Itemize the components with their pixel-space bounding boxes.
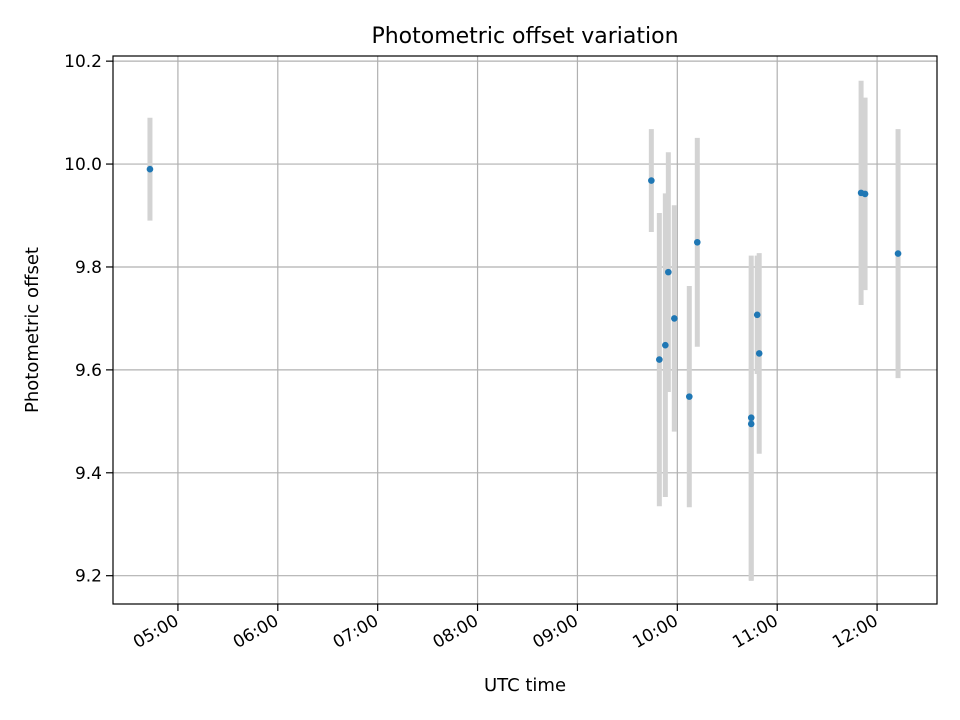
- plot-frame: [112, 55, 938, 605]
- data-point: [747, 420, 755, 428]
- data-point: [662, 341, 669, 349]
- y-axis-label: Photometric offset: [22, 247, 43, 413]
- data-point: [648, 177, 655, 184]
- data-point: [753, 311, 761, 319]
- data-point: [693, 238, 701, 246]
- data-point: [146, 165, 154, 173]
- y-tick-label: 9.6: [75, 361, 102, 381]
- data-points: [146, 165, 902, 428]
- y-tick-label: 9.2: [75, 567, 102, 587]
- y-tick-label: 9.8: [75, 258, 102, 278]
- x-axis-label: UTC time: [484, 675, 566, 696]
- grid: [113, 56, 937, 604]
- data-point: [665, 268, 672, 276]
- data-point: [755, 350, 763, 357]
- y-tick-label: 9.4: [75, 464, 102, 484]
- y-axis-ticks: 9.2 9.4 9.6 9.8 10.0 10.2: [64, 52, 113, 587]
- data-point: [656, 356, 663, 363]
- data-point: [894, 250, 902, 257]
- y-tick-label: 10.2: [64, 52, 102, 72]
- data-point: [861, 190, 869, 198]
- data-point: [671, 315, 678, 322]
- y-tick-label: 10.0: [64, 155, 102, 175]
- data-point: [686, 393, 693, 400]
- chart-title: Photometric offset variation: [371, 24, 678, 49]
- data-point: [747, 414, 755, 422]
